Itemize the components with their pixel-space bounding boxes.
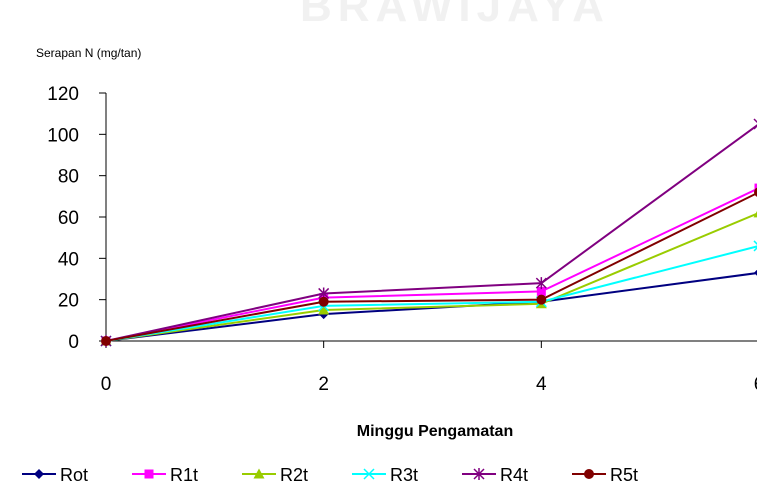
y-tick-label: 100 (47, 125, 79, 146)
legend-label: R4t (500, 465, 528, 485)
legend-marker (363, 468, 375, 480)
x-tick-label: 6 (754, 374, 757, 395)
legend-item-r1t: R1t (132, 465, 198, 485)
data-point (318, 296, 329, 307)
data-point (754, 187, 757, 197)
legend-label: R3t (390, 465, 418, 485)
legend-label: R5t (610, 465, 638, 485)
x-tick-label: 4 (536, 374, 547, 395)
legend-marker (584, 469, 594, 479)
data-point (753, 211, 757, 218)
series-line (105, 192, 757, 342)
legend-item-rot: Rot (22, 465, 88, 485)
data-point (535, 277, 547, 290)
legend-label: R1t (170, 465, 198, 485)
y-tick-label: 80 (58, 167, 79, 188)
legend-item-r4t: R4t (462, 465, 528, 485)
legend-label: R2t (280, 465, 308, 485)
series-line (105, 245, 757, 342)
y-tick-label: 20 (58, 291, 79, 312)
x-axis-label: Minggu Pengamatan (356, 423, 514, 440)
series-r4t (100, 118, 757, 347)
data-point (754, 183, 757, 193)
data-point (536, 294, 547, 305)
y-tick-label: 0 (68, 332, 79, 353)
y-tick-label: 40 (58, 249, 79, 270)
legend-item-r2t: R2t (242, 465, 308, 485)
data-point (318, 304, 330, 315)
y-tick-label: 60 (58, 208, 79, 229)
series-r5t (101, 187, 757, 346)
legend-item-r5t: R5t (572, 465, 638, 485)
legend-marker (144, 469, 154, 479)
x-tick-label: 2 (318, 374, 329, 395)
data-point (536, 286, 546, 296)
data-point (101, 336, 111, 346)
watermark: BRAWIJAYA (300, 0, 610, 31)
legend-marker (253, 468, 265, 479)
legend-item-r3t: R3t (352, 465, 418, 485)
x-tick-label: 0 (101, 374, 112, 395)
y-axis-label: Serapan N (mg/tan) (36, 46, 142, 60)
data-point (753, 118, 757, 130)
legend-label: Rot (60, 465, 88, 485)
series-line (105, 187, 757, 342)
legend-marker (473, 468, 485, 480)
data-point (754, 269, 757, 276)
series-line (105, 124, 757, 342)
y-tick-label: 120 (47, 84, 79, 105)
series-line (105, 212, 757, 342)
legend-marker (34, 469, 44, 479)
data-point (753, 240, 757, 252)
series-line (105, 272, 757, 342)
